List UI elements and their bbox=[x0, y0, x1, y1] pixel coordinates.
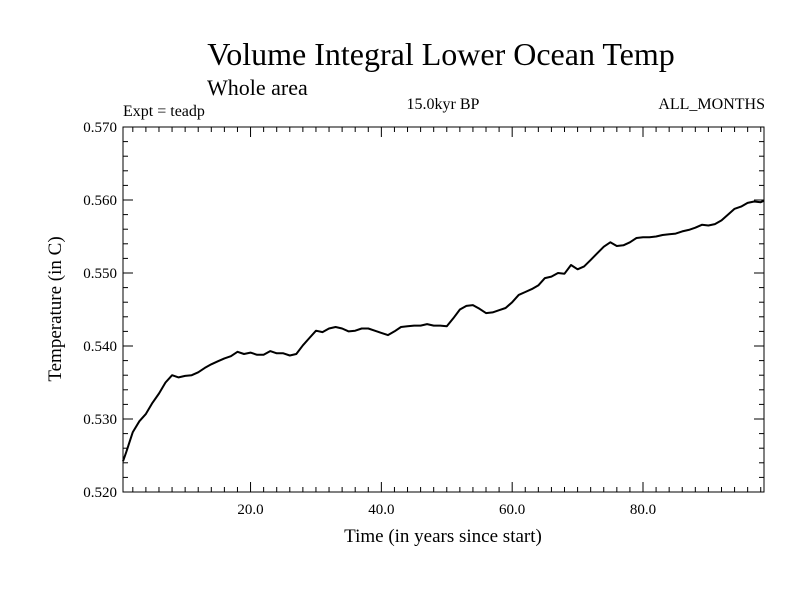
x-tick-label: 20.0 bbox=[237, 502, 263, 518]
y-tick-label: 0.520 bbox=[83, 485, 117, 501]
y-axis-label: Temperature (in C) bbox=[45, 236, 66, 381]
period-label: 15.0kyr BP bbox=[407, 96, 480, 113]
x-tick-labels: 20.0 40.0 60.0 80.0 bbox=[237, 502, 656, 518]
y-tick-label: 0.530 bbox=[83, 412, 117, 428]
months-label: ALL_MONTHS bbox=[658, 96, 765, 113]
x-axis-label: Time (in years since start) bbox=[344, 526, 542, 547]
x-tick-label: 80.0 bbox=[630, 502, 656, 518]
chart-title: Volume Integral Lower Ocean Temp bbox=[207, 36, 675, 72]
y-tick-labels: 0.520 0.530 0.540 0.550 0.560 0.570 bbox=[83, 120, 117, 501]
y-tick-label: 0.550 bbox=[83, 266, 117, 282]
expt-label: Expt = teadp bbox=[123, 103, 205, 120]
y-tick-label: 0.570 bbox=[83, 120, 117, 136]
chart-subtitle: Whole area bbox=[207, 75, 308, 100]
x-tick-label: 40.0 bbox=[368, 502, 394, 518]
plot-frame bbox=[122, 126, 765, 493]
y-tick-label: 0.560 bbox=[83, 193, 117, 209]
x-tick-label: 60.0 bbox=[499, 502, 525, 518]
series-line bbox=[122, 199, 765, 462]
axis-ticks bbox=[123, 126, 764, 493]
y-tick-label: 0.540 bbox=[83, 339, 117, 355]
